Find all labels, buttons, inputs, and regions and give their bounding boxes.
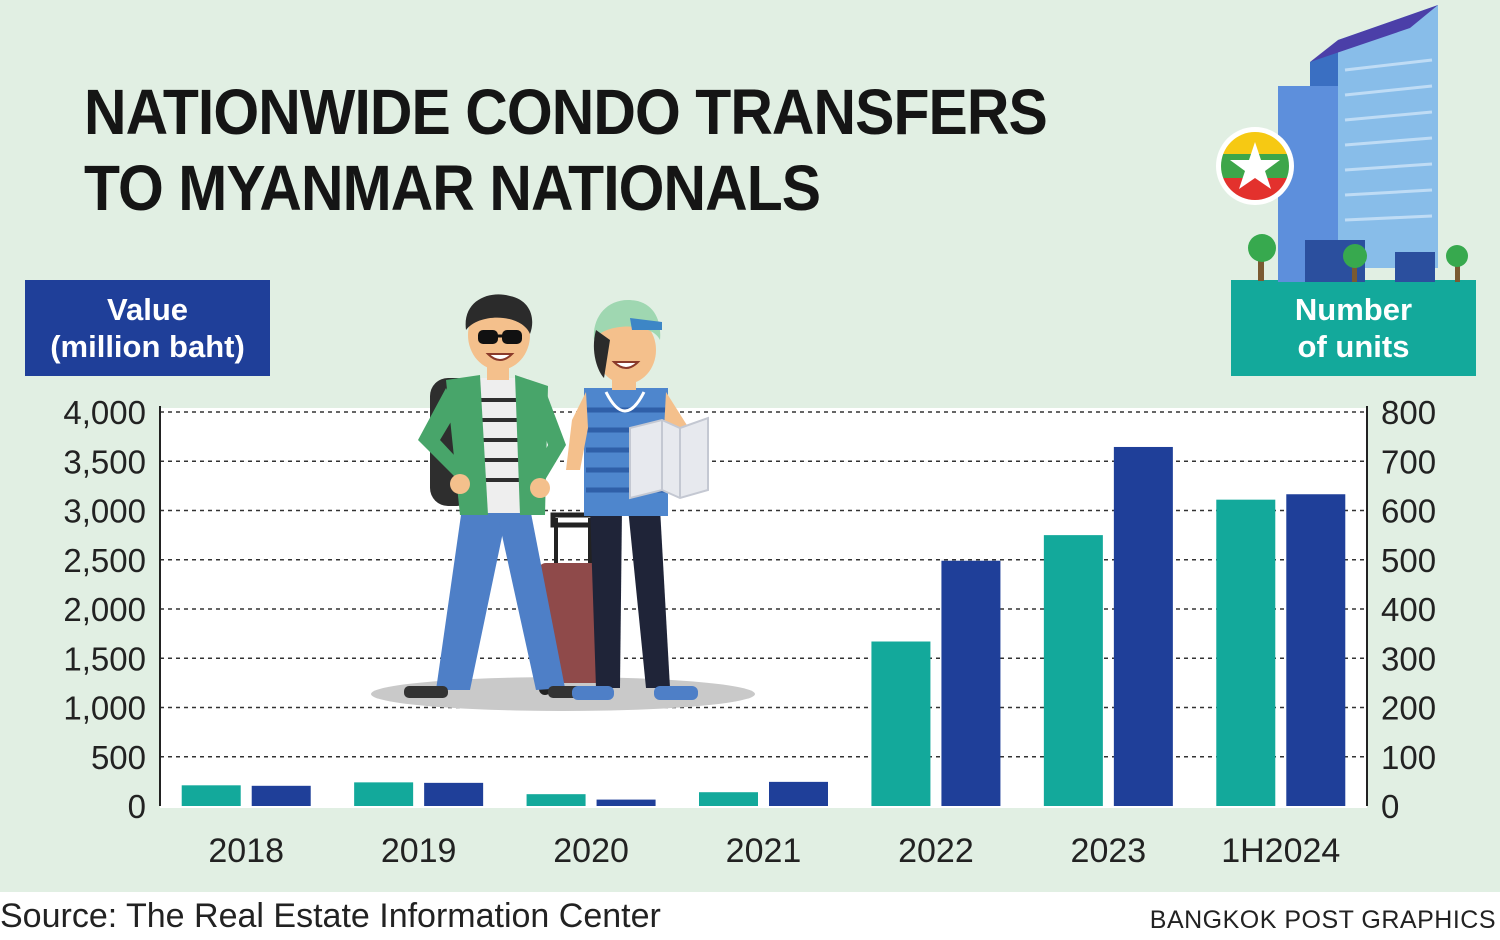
right-axis-label-line-1: Number	[1294, 292, 1413, 327]
x-tick-label: 2019	[381, 832, 457, 870]
left-tick-label: 500	[91, 739, 146, 776]
title-line-2: TO MYANMAR NATIONALS	[84, 152, 821, 224]
right-tick-label: 600	[1381, 493, 1436, 530]
tourists-illustration	[371, 294, 755, 711]
left-tick-label: 1,500	[63, 640, 146, 677]
bar-chart: 05001,0001,5002,0002,5003,0003,5004,000 …	[63, 5, 1468, 870]
left-axis-label-line-2: (million baht)	[50, 329, 245, 364]
gridlines	[160, 411, 1367, 758]
x-tick-label: 1H2024	[1221, 832, 1340, 870]
left-tick-label: 3,000	[63, 493, 146, 530]
right-axis-label: Number of units	[1231, 280, 1476, 376]
value-bar	[871, 641, 931, 806]
right-axis-label-line-2: of units	[1297, 329, 1410, 364]
chart-title: NATIONWIDE CONDO TRANSFERS TO MYANMAR NA…	[84, 74, 1048, 226]
value-bar	[1043, 535, 1103, 806]
units-bar	[424, 782, 484, 806]
left-tick-label: 0	[128, 788, 146, 825]
right-axis-ticks: 0 100 200 300 400 500 600 700 800	[1381, 394, 1436, 825]
left-axis-label-line-1: Value	[107, 292, 188, 327]
x-axis-ticks: 2018 2019 2020 2021 2022 2023 1H2024	[208, 832, 1340, 870]
left-tick-label: 3,500	[63, 443, 146, 480]
value-bar	[1216, 499, 1276, 806]
title-line-1: NATIONWIDE CONDO TRANSFERS	[84, 76, 1048, 148]
graphics-credit: BANGKOK POST GRAPHICS	[1149, 906, 1496, 934]
x-tick-label: 2022	[898, 832, 974, 870]
right-tick-label: 800	[1381, 394, 1436, 431]
right-tick-label: 0	[1381, 788, 1399, 825]
units-bar	[251, 785, 311, 806]
value-bar	[526, 794, 586, 806]
units-bar	[596, 799, 656, 806]
right-tick-label: 400	[1381, 591, 1436, 628]
x-tick-label: 2021	[726, 832, 802, 870]
value-bar	[181, 785, 241, 806]
right-tick-label: 500	[1381, 542, 1436, 579]
right-tick-label: 100	[1381, 739, 1436, 776]
x-tick-label: 2018	[208, 832, 284, 870]
left-tick-label: 2,500	[63, 542, 146, 579]
value-bar	[354, 782, 414, 806]
x-tick-label: 2020	[553, 832, 629, 870]
left-tick-label: 4,000	[63, 394, 146, 431]
units-bar	[1286, 494, 1346, 806]
right-tick-label: 700	[1381, 443, 1436, 480]
right-tick-label: 200	[1381, 690, 1436, 727]
value-bar	[699, 792, 758, 806]
axes	[159, 406, 1368, 806]
units-bar	[1113, 446, 1173, 806]
left-axis-ticks: 0 500 1,000 1,500 2,000 2,500 3,000 3,500 4,000	[63, 394, 146, 825]
right-tick-label: 300	[1381, 640, 1436, 677]
x-tick-label: 2023	[1071, 832, 1147, 870]
left-axis-label: Value (million baht)	[25, 280, 270, 376]
source-note: Source: The Real Estate Information Cent…	[0, 897, 661, 935]
units-bar	[941, 560, 1001, 806]
units-bar	[769, 781, 828, 806]
left-tick-label: 1,000	[63, 690, 146, 727]
bars	[181, 446, 1346, 806]
building-with-myanmar-flag-illustration	[1216, 5, 1468, 282]
left-tick-label: 2,000	[63, 591, 146, 628]
